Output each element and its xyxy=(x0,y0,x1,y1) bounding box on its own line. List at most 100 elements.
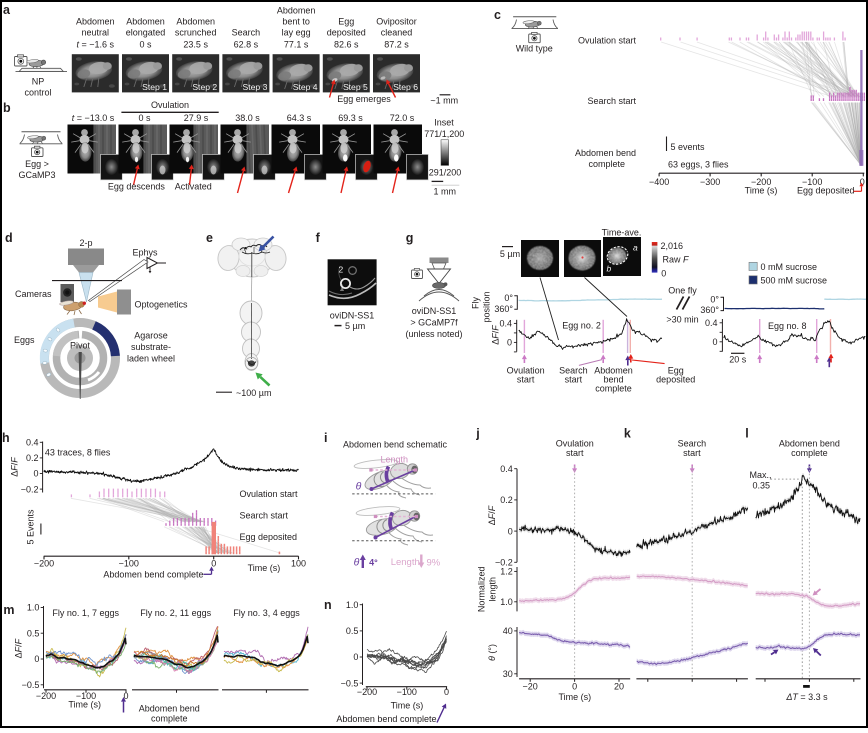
svg-text:Abdomen bend: Abdomen bend xyxy=(575,148,636,158)
svg-text:Abdomen: Abdomen xyxy=(176,16,215,26)
svg-text:1.0: 1.0 xyxy=(27,603,40,613)
svg-text:Length: Length xyxy=(381,455,409,465)
svg-text:0.5: 0.5 xyxy=(27,629,40,639)
svg-text:Time-ave.: Time-ave. xyxy=(602,227,642,237)
svg-text:ΔF/F: ΔF/F xyxy=(491,325,501,345)
svg-text:1: 1 xyxy=(340,283,345,293)
svg-text:Egg descends: Egg descends xyxy=(108,181,166,191)
svg-text:0: 0 xyxy=(572,682,577,692)
svg-text:0: 0 xyxy=(34,654,39,664)
svg-text:d: d xyxy=(5,231,13,245)
svg-text:t = −1.6 s: t = −1.6 s xyxy=(77,40,115,50)
svg-text:Abdomen bend: Abdomen bend xyxy=(139,703,200,713)
svg-text:1 mm: 1 mm xyxy=(434,187,457,197)
svg-text:0: 0 xyxy=(712,337,717,347)
svg-text:40: 40 xyxy=(503,626,513,636)
svg-text:oviDN-SS1: oviDN-SS1 xyxy=(330,310,375,320)
svg-text:Time (s): Time (s) xyxy=(68,699,101,709)
svg-text:Fly no. 3, 4 eggs: Fly no. 3, 4 eggs xyxy=(233,608,300,618)
svg-text:Step 4: Step 4 xyxy=(293,82,318,92)
svg-text:Time (s): Time (s) xyxy=(558,692,591,702)
svg-text:Cameras: Cameras xyxy=(15,289,52,299)
svg-text:100: 100 xyxy=(291,559,306,569)
svg-text:0.2: 0.2 xyxy=(500,495,513,505)
svg-text:0°: 0° xyxy=(504,293,513,303)
svg-text:Abdomen bend schematic: Abdomen bend schematic xyxy=(343,440,448,450)
svg-text:−200: −200 xyxy=(357,687,377,697)
svg-text:Egg deposited: Egg deposited xyxy=(240,532,298,542)
svg-text:Step 2: Step 2 xyxy=(192,82,217,92)
svg-text:500 mM sucrose: 500 mM sucrose xyxy=(761,276,828,286)
svg-text:Max.,: Max., xyxy=(750,470,772,480)
svg-text:20: 20 xyxy=(614,682,624,692)
svg-text:complete: complete xyxy=(791,448,828,458)
svg-text:control: control xyxy=(24,88,51,98)
svg-text:1.2: 1.2 xyxy=(500,567,513,577)
svg-text:72.0 s: 72.0 s xyxy=(390,113,415,123)
svg-text:Abdomen bend: Abdomen bend xyxy=(779,439,840,449)
svg-text:−100: −100 xyxy=(397,687,417,697)
svg-text:n: n xyxy=(324,598,332,612)
svg-text:Fly no. 2, 11 eggs: Fly no. 2, 11 eggs xyxy=(140,608,211,618)
svg-text:m: m xyxy=(3,603,14,617)
svg-text:elongated: elongated xyxy=(126,27,166,37)
svg-text:One fly: One fly xyxy=(668,285,697,295)
svg-text:0°: 0° xyxy=(710,295,719,305)
svg-text:length: length xyxy=(488,577,498,602)
svg-text:30: 30 xyxy=(503,669,513,679)
svg-text:Ovulation: Ovulation xyxy=(151,100,189,110)
svg-text:0: 0 xyxy=(211,559,216,569)
svg-text:deposited: deposited xyxy=(327,27,366,37)
svg-text:2-p: 2-p xyxy=(79,238,92,248)
svg-text:Egg >: Egg > xyxy=(25,159,49,169)
svg-text:771/1,200: 771/1,200 xyxy=(424,129,464,139)
svg-text:−200: −200 xyxy=(36,691,56,701)
svg-text:0.4: 0.4 xyxy=(499,319,512,329)
svg-text:1.0: 1.0 xyxy=(500,597,513,607)
svg-text:Fly no. 1, 7 eggs: Fly no. 1, 7 eggs xyxy=(52,608,119,618)
svg-text:Search start: Search start xyxy=(587,96,636,106)
svg-text:a: a xyxy=(633,243,638,253)
svg-text:Normalized: Normalized xyxy=(477,567,487,613)
svg-text:0 mM sucrose: 0 mM sucrose xyxy=(761,262,818,272)
svg-text:−200: −200 xyxy=(34,559,54,569)
svg-text:Eggs: Eggs xyxy=(14,335,35,345)
svg-text:Ovulation start: Ovulation start xyxy=(240,489,299,499)
svg-text:Abdomen: Abdomen xyxy=(277,5,316,15)
svg-text:(unless noted): (unless noted) xyxy=(405,329,462,339)
svg-text:ΔT = 3.3 s: ΔT = 3.3 s xyxy=(785,692,828,702)
svg-text:Optogenetics: Optogenetics xyxy=(135,300,189,310)
svg-text:291/200: 291/200 xyxy=(429,167,462,177)
svg-text:Ovulation: Ovulation xyxy=(556,439,594,449)
svg-text:laden wheel: laden wheel xyxy=(127,354,175,364)
svg-text:c: c xyxy=(494,8,501,22)
svg-text:−0.5: −0.5 xyxy=(341,678,359,688)
svg-text:27.9 s: 27.9 s xyxy=(184,113,209,123)
svg-text:0.4: 0.4 xyxy=(26,438,39,448)
svg-text:0: 0 xyxy=(507,337,512,347)
svg-text:j: j xyxy=(475,427,479,441)
svg-text:GCaMP3: GCaMP3 xyxy=(18,170,55,180)
svg-text:Time (s): Time (s) xyxy=(391,700,424,710)
svg-text:−0.5: −0.5 xyxy=(22,680,40,690)
svg-text:9%: 9% xyxy=(427,558,441,569)
svg-text:87.2 s: 87.2 s xyxy=(384,40,409,50)
svg-text:2,016: 2,016 xyxy=(661,241,684,251)
svg-text:~1 mm: ~1 mm xyxy=(430,95,458,105)
svg-text:i: i xyxy=(324,431,327,445)
svg-text:e: e xyxy=(206,231,213,245)
svg-text:ΔF/F: ΔF/F xyxy=(14,638,24,658)
svg-text:Egg: Egg xyxy=(338,16,354,26)
svg-text:bent to: bent to xyxy=(282,16,310,26)
svg-text:0: 0 xyxy=(508,526,513,536)
svg-text:4°: 4° xyxy=(369,558,378,568)
svg-text:start: start xyxy=(517,375,535,385)
svg-text:63 eggs, 3 flies: 63 eggs, 3 flies xyxy=(668,159,729,169)
svg-text:scrunched: scrunched xyxy=(175,27,217,37)
svg-text:Egg no. 2: Egg no. 2 xyxy=(562,320,601,330)
svg-text:20 s: 20 s xyxy=(729,354,747,364)
svg-text:ΔF/F: ΔF/F xyxy=(487,505,497,525)
svg-text:Search: Search xyxy=(232,27,261,37)
svg-text:b: b xyxy=(3,101,11,115)
svg-text:b: b xyxy=(607,264,612,274)
